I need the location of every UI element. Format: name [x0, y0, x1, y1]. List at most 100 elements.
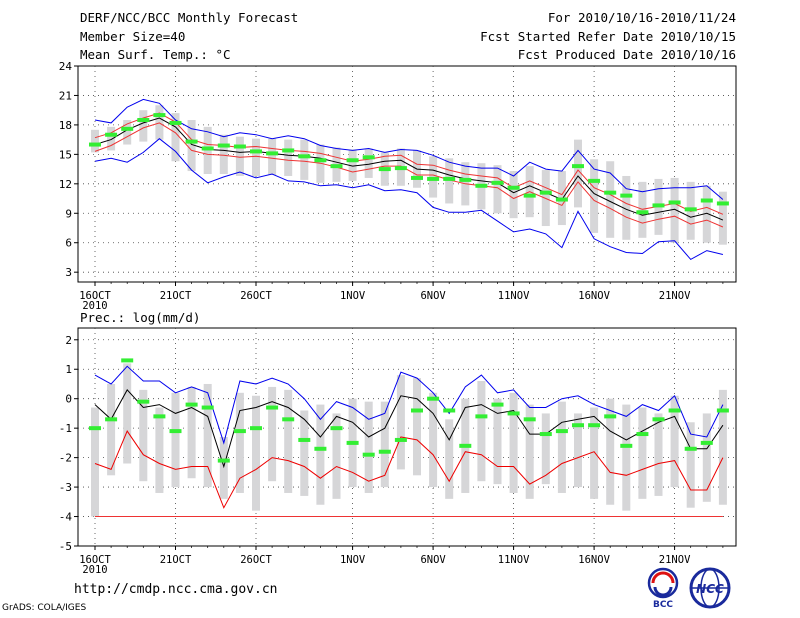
prec-ensemble-box: [654, 413, 663, 496]
prec-ytick-label: -1: [59, 422, 72, 435]
temp-observed-marker: [185, 139, 198, 144]
prec-ensemble-box: [606, 398, 615, 505]
prec-xtick-label: 21NOV: [659, 554, 691, 566]
prec-observed-marker: [282, 417, 295, 422]
prec-frame: [77, 327, 737, 547]
temp-xtick-label: 21NOV: [659, 290, 691, 302]
prec-ytick-label: 1: [65, 363, 72, 376]
temp-line-mean: [94, 117, 724, 221]
temp-line-mean: [94, 112, 724, 215]
temp-ensemble-box: [123, 120, 132, 145]
temp-ensemble-box: [139, 110, 148, 142]
prec-ensemble-box: [155, 407, 164, 493]
prec-xtick-label: 21OCT: [160, 554, 192, 566]
prec-ensemble-box: [380, 401, 389, 488]
prec-ensemble-box: [429, 392, 438, 488]
temp-ensemble-box: [187, 120, 196, 172]
temp-observed-marker: [572, 164, 584, 169]
temp-observed-marker: [121, 126, 134, 131]
prec-ensemble-box: [123, 363, 132, 464]
forecast-period: For 2010/10/16-2010/11/24: [547, 10, 736, 25]
temp-observed-marker: [700, 198, 713, 203]
produced-date: Fcst Produced Date 2010/10/16: [517, 47, 736, 62]
prec-ensemble-box: [702, 413, 711, 502]
temp-observed-marker: [427, 176, 440, 181]
prec-ensemble-box: [718, 389, 727, 505]
bcc-logo: BCC: [641, 566, 685, 610]
prec-ensemble-box: [284, 389, 293, 493]
prec-observed-marker: [636, 432, 649, 437]
prec-observed-marker: [716, 408, 729, 413]
temp-ensemble-box: [219, 134, 228, 174]
temp-ensemble-box: [718, 191, 727, 245]
temp-observed-marker: [491, 180, 504, 185]
prec-xtick-label: 6NOV: [420, 554, 446, 566]
temp-xtick-label: 26OCT: [240, 290, 272, 302]
temp-observed-marker: [282, 148, 295, 153]
prec-ensemble-box: [203, 383, 212, 488]
temp-ensemble-box: [91, 129, 99, 153]
prec-observed-marker: [201, 405, 214, 410]
prec-ensemble-box: [268, 386, 277, 482]
temp-ytick-label: 9: [65, 207, 72, 220]
temp-ensemble-box: [235, 136, 244, 176]
temp-observed-marker: [411, 175, 423, 180]
prec-ytick-label: -3: [59, 481, 72, 494]
prec-observed-marker: [137, 399, 150, 404]
prec-observed-marker: [604, 414, 617, 419]
temp-observed-marker: [523, 193, 536, 198]
prec-observed-marker: [700, 440, 713, 445]
temp-observed-marker: [394, 166, 407, 171]
temp-line-upper: [94, 98, 724, 200]
temp-ensemble-box: [284, 139, 293, 176]
prec-ensemble-box: [525, 404, 534, 499]
prec-ensemble-box: [332, 413, 341, 499]
source-url[interactable]: http://cmdp.ncc.cma.gov.cn: [74, 582, 278, 597]
temp-ytick-label: 3: [65, 266, 72, 279]
temp-observed-marker: [346, 158, 359, 163]
temp-observed-marker: [250, 149, 262, 154]
prec-ensemble-box: [413, 378, 421, 476]
prec-observed-marker: [588, 423, 601, 428]
prec-ensemble-box: [364, 401, 373, 493]
prec-year-label: 2010: [82, 564, 107, 576]
grads-credit: GrADS: COLA/IGES: [2, 603, 87, 613]
prec-ytick-label: 0: [65, 393, 72, 406]
temp-line-lower: [94, 138, 724, 261]
temp-observed-marker: [555, 197, 568, 202]
temp-observed-marker: [137, 118, 150, 122]
prec-observed-marker: [330, 426, 343, 431]
refer-date: Fcst Started Refer Date 2010/10/15: [480, 29, 736, 44]
prec-ensemble-box: [235, 392, 244, 493]
prec-observed-marker: [233, 429, 246, 434]
temp-observed-marker: [652, 203, 665, 208]
prec-observed-marker: [378, 449, 391, 454]
temp-observed-marker: [298, 154, 311, 159]
prec-observed-marker: [346, 440, 359, 445]
temp-observed-marker: [604, 190, 617, 195]
prec-ytick-label: 2: [65, 334, 72, 347]
temp-xtick-label: 1NOV: [340, 290, 366, 302]
prec-panel-title: Prec.: log(mm/d): [80, 310, 200, 325]
temp-line-mean: [94, 122, 724, 228]
temp-observed-marker: [588, 178, 601, 183]
prec-ytick-label: -2: [59, 452, 72, 465]
temp-observed-marker: [443, 176, 456, 181]
prec-observed-marker: [668, 408, 681, 413]
temp-frame: [77, 65, 737, 283]
temp-observed-marker: [201, 146, 214, 151]
prec-ensemble-box: [493, 398, 502, 485]
temp-ensemble-box: [638, 181, 647, 238]
temp-ensemble-box: [252, 138, 260, 176]
prec-observed-marker: [105, 417, 118, 422]
prec-observed-marker: [507, 411, 520, 416]
prec-panel: -5 -4 -3 -2 -1 0 1 2 16OCT 21OCT 26OCT 1NOV 6NOV 11NO…: [59, 327, 737, 576]
temp-ytick-label: 15: [59, 148, 72, 161]
prec-observed-marker: [89, 426, 101, 431]
prec-observed-marker: [121, 358, 134, 363]
prec-observed-marker: [266, 405, 279, 410]
temp-observed-marker: [716, 201, 729, 206]
prec-ensemble-box: [638, 407, 647, 499]
prec-ensemble-box: [445, 419, 454, 499]
temp-ensemble-box: [364, 148, 373, 178]
